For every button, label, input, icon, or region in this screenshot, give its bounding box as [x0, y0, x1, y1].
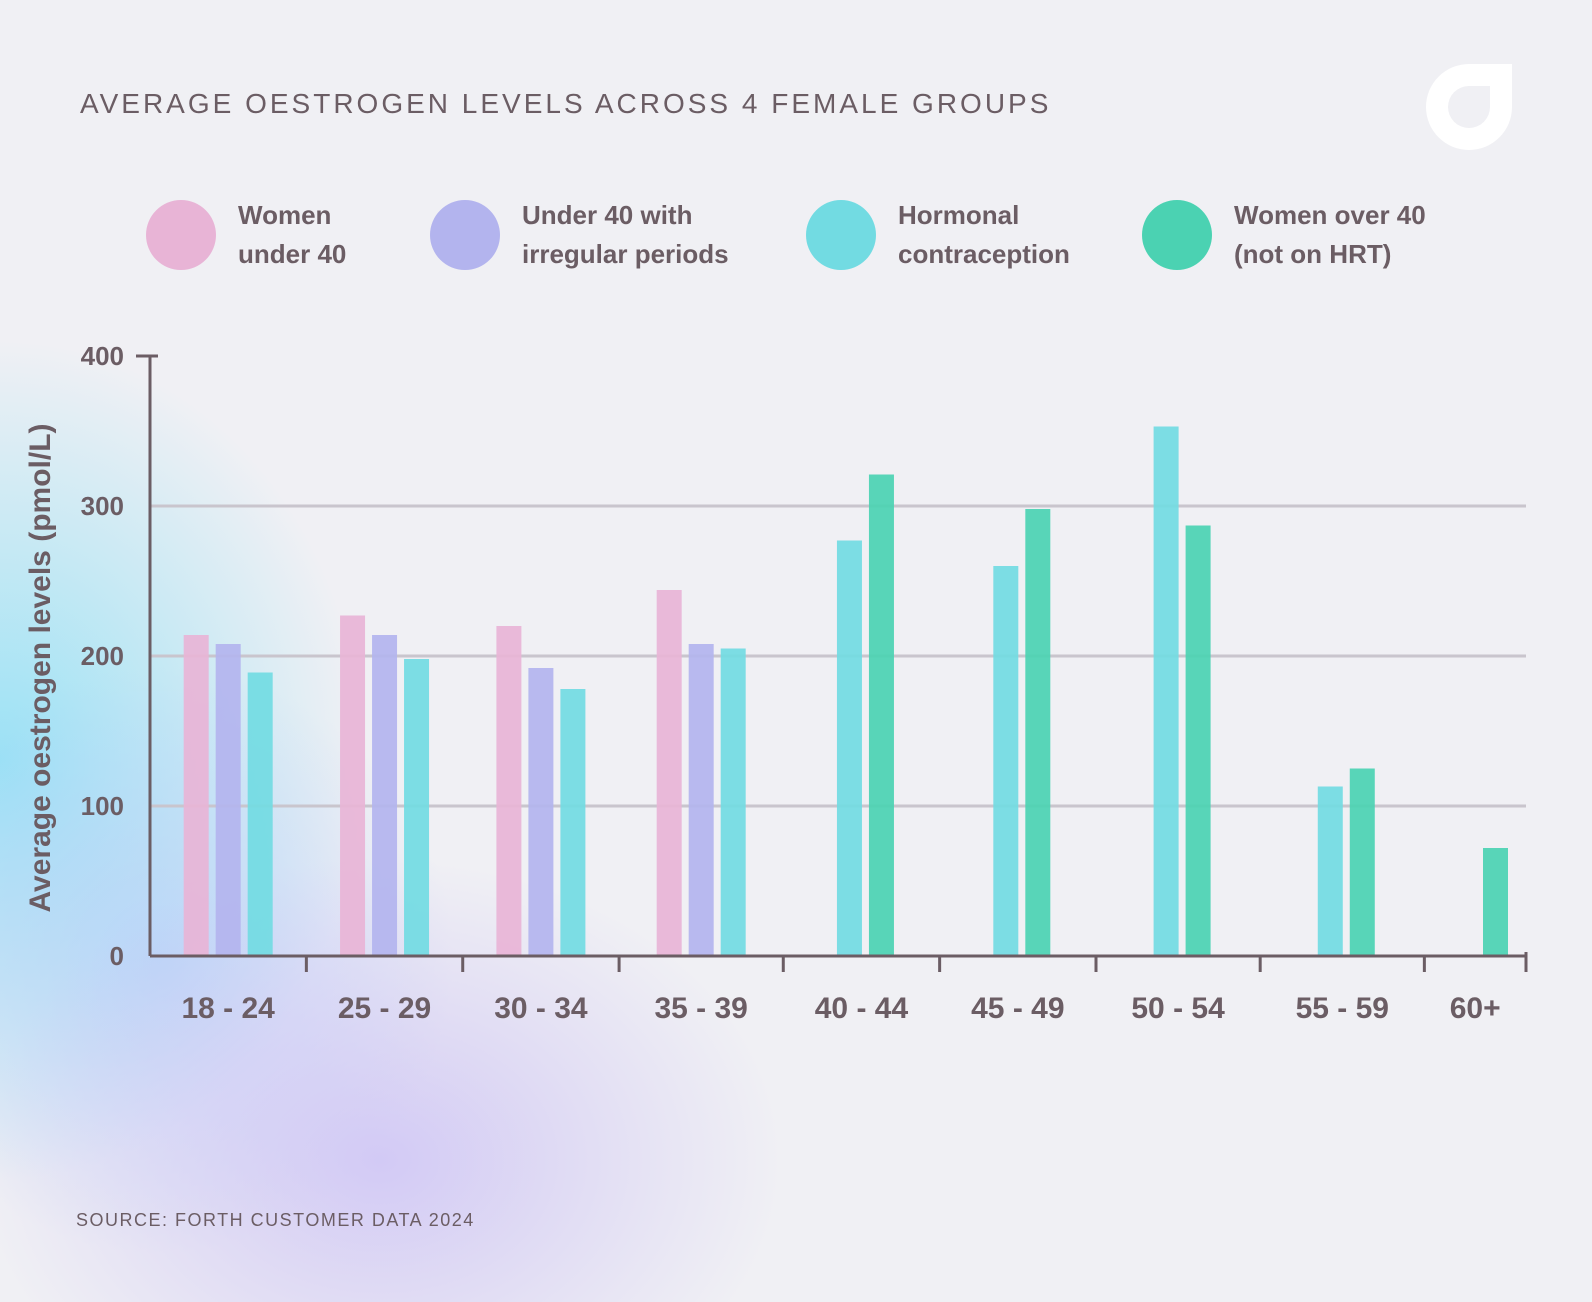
bar-women-under-40-30-34	[496, 626, 522, 956]
x-tick-label: 40 - 44	[815, 992, 909, 1025]
bar-hormonal-contraception-55-59	[1317, 786, 1343, 956]
bar-under-40-with-irregular-periods-35-39	[688, 644, 714, 956]
bar-women-over-40-not-on-hrt-55-59	[1349, 768, 1375, 956]
y-tick-label: 100	[81, 791, 124, 821]
bar-women-under-40-35-39	[656, 590, 682, 956]
legend-label: Hormonal contraception	[898, 200, 1070, 269]
x-tick-label: 30 - 34	[494, 992, 588, 1025]
bar-women-over-40-not-on-hrt-45-49	[1025, 509, 1051, 956]
bar-under-40-with-irregular-periods-18-24	[215, 644, 241, 956]
y-tick-label: 300	[81, 491, 124, 521]
source-note: SOURCE: FORTH CUSTOMER DATA 2024	[76, 1210, 475, 1230]
legend-swatch	[1142, 200, 1212, 270]
bar-hormonal-contraception-25-29	[404, 659, 430, 956]
y-axis-title: Average oestrogen levels (pmol/L)	[24, 423, 57, 912]
bar-hormonal-contraception-18-24	[247, 672, 273, 956]
y-tick-label: 200	[81, 641, 124, 671]
x-tick-label: 60+	[1450, 992, 1501, 1025]
forth-logo-icon	[1426, 64, 1512, 150]
legend-label: Women over 40 (not on HRT)	[1234, 200, 1426, 269]
bar-hormonal-contraception-45-49	[993, 566, 1019, 956]
legend-swatch	[430, 200, 500, 270]
x-tick-label: 45 - 49	[971, 992, 1064, 1025]
bar-women-under-40-18-24	[183, 635, 209, 956]
bar-under-40-with-irregular-periods-25-29	[372, 635, 398, 956]
x-tick-label: 18 - 24	[181, 992, 275, 1025]
y-tick-label: 400	[81, 341, 124, 371]
bar-hormonal-contraception-35-39	[720, 648, 746, 956]
legend-label: Under 40 with irregular periods	[522, 200, 729, 269]
x-tick-label: 55 - 59	[1296, 992, 1389, 1025]
legend-label: Women under 40	[238, 200, 347, 269]
bar-hormonal-contraception-50-54	[1153, 426, 1179, 956]
bar-women-under-40-25-29	[340, 615, 366, 956]
x-tick-label: 35 - 39	[654, 992, 747, 1025]
bar-women-over-40-not-on-hrt-50-54	[1185, 525, 1211, 956]
x-tick-label: 25 - 29	[338, 992, 431, 1025]
legend-swatch	[146, 200, 216, 270]
bar-hormonal-contraception-40-44	[836, 540, 862, 956]
y-tick-label: 0	[110, 941, 124, 971]
bar-under-40-with-irregular-periods-30-34	[528, 668, 554, 956]
bar-women-over-40-not-on-hrt-60+	[1483, 848, 1508, 956]
bar-women-over-40-not-on-hrt-40-44	[868, 474, 894, 956]
chart-title: AVERAGE OESTROGEN LEVELS ACROSS 4 FEMALE…	[80, 88, 1052, 119]
bar-hormonal-contraception-30-34	[560, 689, 586, 956]
legend-swatch	[806, 200, 876, 270]
x-tick-label: 50 - 54	[1131, 992, 1225, 1025]
